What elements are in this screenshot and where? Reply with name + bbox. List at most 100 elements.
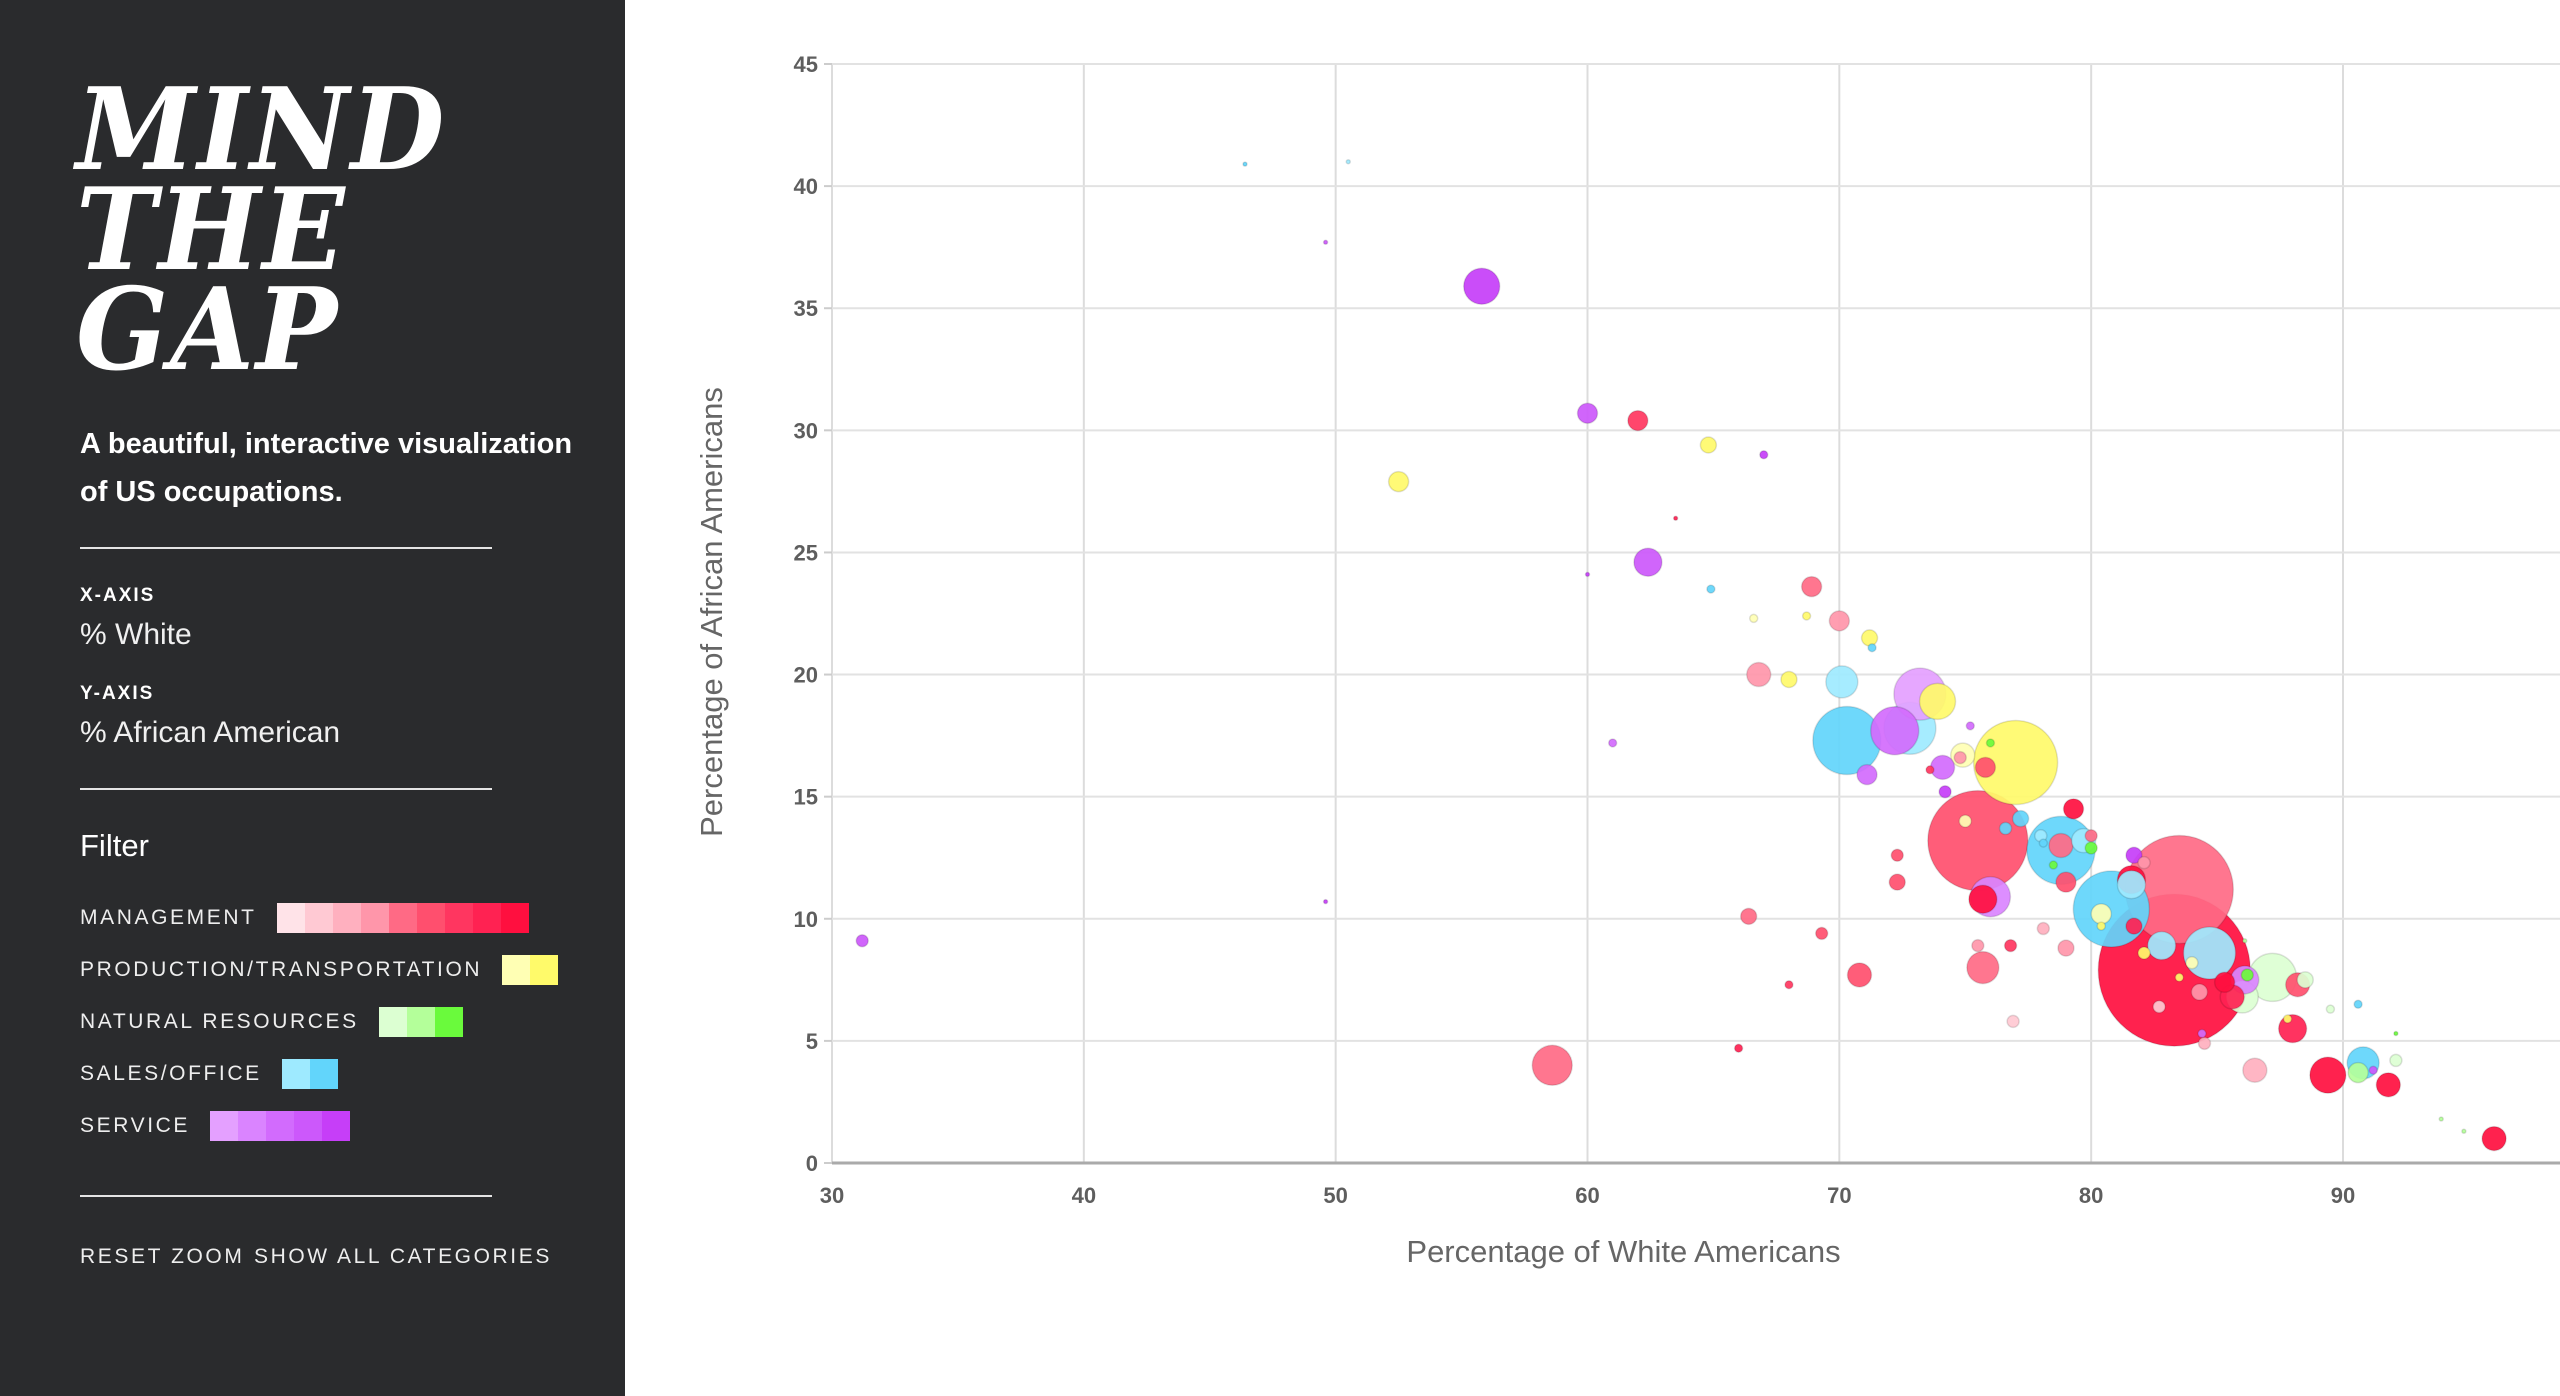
bubble-management[interactable]	[1784, 979, 1794, 990]
reset-zoom-button[interactable]: RESET ZOOM	[80, 1245, 245, 1268]
legend-swatch[interactable]	[502, 955, 531, 985]
bubble-management[interactable]	[1828, 610, 1851, 632]
bubble-management[interactable]	[2125, 917, 2143, 935]
bubble-management[interactable]	[1927, 789, 2029, 892]
scatter-chart[interactable]: 30 40 50 60 70 80 90 0 5 10 15 20 25 30 35 40 45 Percent…	[625, 0, 2560, 1396]
bubble-sales[interactable]	[1706, 584, 1716, 594]
bubble-production[interactable]	[2137, 946, 2151, 960]
bubble-production[interactable]	[1958, 814, 1972, 828]
legend-item-service[interactable]: SERVICE	[80, 1111, 351, 1141]
legend-label[interactable]: SERVICE	[80, 1114, 191, 1137]
bubble-natural[interactable]	[2347, 1061, 2369, 1084]
bubble-natural[interactable]	[2240, 968, 2255, 982]
bubble-service[interactable]	[1322, 239, 1329, 246]
bubble-service[interactable]	[1584, 571, 1591, 578]
bubble-sales[interactable]	[1867, 642, 1877, 653]
legend-swatch[interactable]	[360, 903, 389, 933]
bubble-sales[interactable]	[1812, 705, 1882, 776]
legend-label[interactable]: NATURAL RESOURCES	[80, 1010, 359, 1033]
bubble-production[interactable]	[1918, 682, 1957, 721]
bubble-natural[interactable]	[2325, 1004, 2336, 1014]
bubble-management[interactable]	[2006, 1014, 2020, 1029]
bubble-production[interactable]	[2282, 1014, 2293, 1024]
legend-item-natural[interactable]: NATURAL RESOURCES	[80, 1007, 463, 1037]
bubble-production[interactable]	[1801, 611, 1812, 621]
bubble-management[interactable]	[2048, 832, 2074, 859]
bubble-sales[interactable]	[1242, 161, 1248, 167]
bubble-service[interactable]	[855, 934, 869, 948]
bubble-management[interactable]	[2481, 1125, 2507, 1152]
legend-label[interactable]: SALES/OFFICE	[80, 1062, 262, 1085]
show-all-categories-button[interactable]: SHOW ALL CATEGORIES	[254, 1245, 552, 1268]
bubble-service[interactable]	[1633, 547, 1663, 577]
legend-label[interactable]: PRODUCTION/TRANSPORTATION	[80, 958, 483, 981]
bubble-production[interactable]	[1780, 670, 1798, 689]
bubble-sales[interactable]	[2011, 809, 2030, 828]
bubble-service[interactable]	[1759, 450, 1769, 460]
bubble-service[interactable]	[1869, 705, 1920, 756]
legend-swatch[interactable]	[266, 1111, 295, 1141]
bubble-management[interactable]	[1800, 575, 1823, 598]
bubble-service[interactable]	[1929, 754, 1956, 781]
bubble-management[interactable]	[1890, 848, 1905, 863]
legend-swatch[interactable]	[406, 1007, 435, 1037]
bubble-production[interactable]	[2174, 972, 2185, 983]
bubble-management[interactable]	[2084, 828, 2098, 843]
legend-swatch[interactable]	[378, 1007, 407, 1037]
bubble-management[interactable]	[1888, 873, 1907, 891]
chart-svg[interactable]: 30 40 50 60 70 80 90 0 5 10 15 20 25 30 35 40 45 Percent…	[625, 0, 2560, 1396]
bubble-management[interactable]	[2003, 938, 2018, 953]
legend-item-production[interactable]: PRODUCTION/TRANSPORTATION	[80, 955, 559, 985]
bubble-management[interactable]	[1953, 750, 1967, 765]
legend-swatch[interactable]	[472, 903, 501, 933]
bubble-natural[interactable]	[2389, 1053, 2403, 1068]
bubble-management[interactable]	[1968, 884, 1998, 914]
legend-swatches[interactable]	[502, 955, 559, 985]
bubble-management[interactable]	[2190, 983, 2209, 1001]
bubble-management[interactable]	[2152, 999, 2166, 1014]
legend-swatch[interactable]	[281, 1059, 310, 1089]
bubble-production[interactable]	[1387, 470, 1410, 493]
bubble-production[interactable]	[1748, 613, 1759, 624]
bubble-production[interactable]	[1972, 719, 2059, 806]
bubble-sales[interactable]	[1825, 665, 1859, 699]
legend-swatch[interactable]	[309, 1059, 338, 1089]
legend-swatches[interactable]	[276, 903, 529, 933]
legend-swatch[interactable]	[210, 1111, 239, 1141]
legend-swatch[interactable]	[434, 1007, 463, 1037]
bubble-natural[interactable]	[2438, 1116, 2444, 1122]
bubble-management[interactable]	[2137, 855, 2151, 870]
bubble-service[interactable]	[1856, 763, 1878, 786]
bubble-sales[interactable]	[2116, 869, 2147, 900]
x-axis-value[interactable]: % White	[80, 618, 192, 651]
bubble-service[interactable]	[2368, 1065, 2378, 1075]
bubble-sales[interactable]	[2146, 930, 2177, 961]
bubble-management[interactable]	[2375, 1072, 2402, 1098]
bubble-sales[interactable]	[2182, 926, 2237, 980]
bubble-service[interactable]	[2197, 1028, 2207, 1039]
bubble-natural[interactable]	[2461, 1128, 2467, 1135]
legend-swatches[interactable]	[281, 1059, 338, 1089]
bubble-service[interactable]	[1576, 402, 1599, 424]
bubble-natural[interactable]	[2242, 938, 2248, 944]
bubble-natural[interactable]	[2048, 860, 2059, 870]
bubble-service[interactable]	[1322, 898, 1329, 905]
bubble-production[interactable]	[2185, 955, 2199, 970]
legend-label[interactable]: MANAGEMENT	[80, 906, 257, 929]
bubble-management[interactable]	[1739, 907, 1758, 926]
bubble-service[interactable]	[1965, 721, 1976, 731]
bubble-service[interactable]	[1938, 785, 1952, 799]
bubble-management[interactable]	[1745, 661, 1772, 688]
legend-swatch[interactable]	[238, 1111, 267, 1141]
bubble-service[interactable]	[1462, 267, 1501, 305]
bubble-sales[interactable]	[2038, 838, 2049, 848]
bubble-management[interactable]	[2277, 1013, 2308, 1044]
bubble-production[interactable]	[1699, 436, 1718, 454]
bubble-management[interactable]	[1814, 926, 1829, 941]
legend-swatch[interactable]	[530, 955, 559, 985]
legend-swatch[interactable]	[500, 903, 529, 933]
legend-swatch[interactable]	[388, 903, 417, 933]
legend-swatches[interactable]	[210, 1111, 351, 1141]
bubble-natural[interactable]	[2084, 841, 2098, 855]
bubble-production[interactable]	[2096, 921, 2106, 931]
